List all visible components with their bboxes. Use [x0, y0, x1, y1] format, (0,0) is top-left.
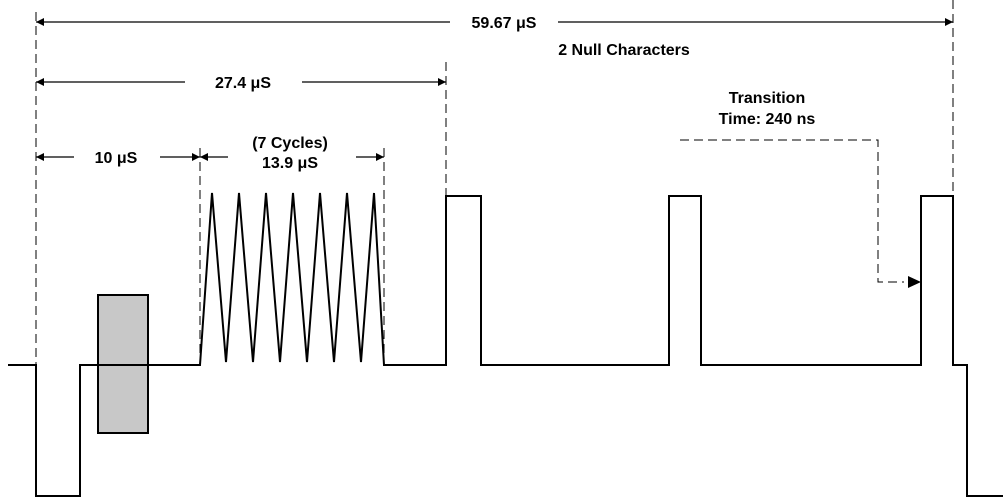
signal-waveform	[8, 192, 1003, 497]
time-10-label: 10 μS	[95, 150, 138, 167]
cycles-label-line1: (7 Cycles)	[252, 135, 328, 152]
transition-label-line1: Transition	[729, 90, 805, 107]
time-27-label: 27.4 μS	[215, 75, 271, 92]
transition-arrowhead	[908, 276, 921, 288]
transition-label-line2: Time: 240 ns	[719, 111, 816, 128]
cycles-label-line2: 13.9 μS	[262, 155, 318, 172]
transition-pointer	[680, 139, 904, 283]
total-time-label: 59.67 μS	[472, 15, 537, 32]
null-characters-label: 2 Null Characters	[558, 42, 690, 59]
